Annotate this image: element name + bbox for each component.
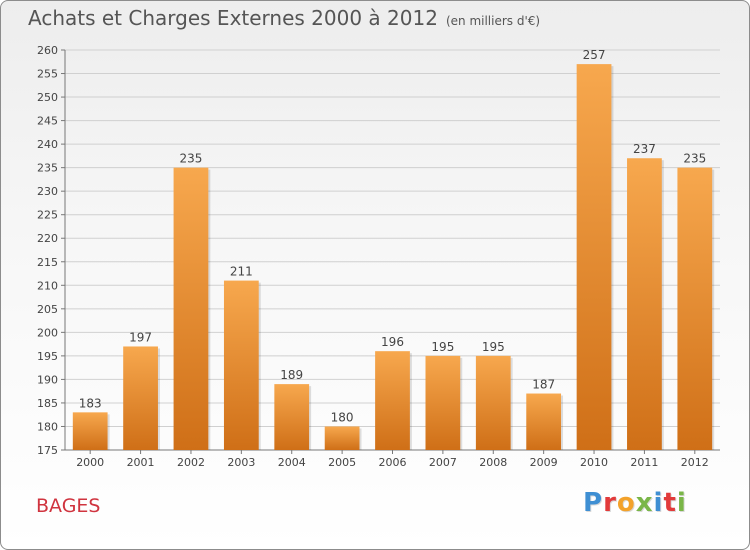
y-tick-label: 250 [37,91,58,104]
chart-subtitle: (en milliers d'€) [445,14,541,28]
logo-letter: P [583,488,604,518]
bar-2006 [375,351,410,450]
x-tick-label-2011: 2011 [630,456,658,469]
bar-2010 [576,64,612,450]
y-tick-label: 235 [37,162,58,175]
x-tick-label-2000: 2000 [76,456,104,469]
bar-2009 [526,393,562,450]
x-tick-label-2003: 2003 [227,456,255,469]
x-tick-label-2007: 2007 [429,456,457,469]
data-label-2005: 180 [331,410,354,424]
x-tick-label-2006: 2006 [379,456,407,469]
logo-letter: i [653,488,664,518]
y-tick-label: 190 [37,373,58,386]
data-label-2009: 187 [532,378,555,392]
y-tick-label: 200 [37,326,58,339]
logo-letter: r [603,488,617,518]
x-tick-label-2004: 2004 [278,456,306,469]
y-tick-label: 220 [37,232,58,245]
logo-letter: x [635,488,654,518]
y-tick-label: 260 [37,44,58,57]
data-label-2000: 183 [79,396,102,410]
bar-2012 [677,167,713,450]
bar-2002 [173,167,209,450]
x-tick-label-2005: 2005 [328,456,356,469]
x-tick-label-2012: 2012 [681,456,709,469]
proxiti-logo: Proxiti [583,488,687,518]
data-label-2011: 237 [633,142,656,156]
bar-2003 [223,280,259,450]
bar-2011 [627,158,662,450]
y-tick-label: 205 [37,303,58,316]
bar-2001 [123,346,158,450]
bar-2004 [274,384,310,450]
data-labels: 183 197 235 211 189 180 196 195 195 187 257 237 235 [79,48,707,424]
data-label-2004: 189 [280,368,303,382]
bar-2007 [425,355,461,450]
x-tick-label-2008: 2008 [479,456,507,469]
y-tick-label: 245 [37,115,58,128]
chart-title: Achats et Charges Externes 2000 à 2012 (e… [28,6,540,30]
data-label-2012: 235 [683,152,706,166]
data-label-2001: 197 [129,330,152,344]
y-tick-label: 225 [37,209,58,222]
bar-2000 [72,412,108,450]
data-label-2007: 195 [431,340,454,354]
data-label-2008: 195 [482,340,505,354]
y-tick-label: 195 [37,350,58,363]
bars [72,64,715,450]
bar-2005 [324,426,360,450]
logo-letter: i [676,488,687,518]
y-tick-label: 210 [37,279,58,292]
y-tick-label: 240 [37,138,58,151]
y-tick-label: 175 [37,444,58,457]
chart-title-text: Achats et Charges Externes 2000 à 2012 [28,6,438,30]
x-tick-label-2010: 2010 [580,456,608,469]
y-tick-label: 230 [37,185,58,198]
logo-letter: t [663,488,677,518]
x-tick-label-2002: 2002 [177,456,205,469]
data-label-2003: 211 [230,265,253,279]
y-tick-label: 255 [37,68,58,81]
x-tick-label-2009: 2009 [530,456,558,469]
data-label-2006: 196 [381,335,404,349]
y-tick-label: 215 [37,256,58,269]
bar-2008 [475,355,511,450]
commune-name: BAGES [36,495,101,517]
data-label-2002: 235 [180,152,203,166]
y-tick-label: 180 [37,420,58,433]
y-tick-label: 185 [37,397,58,410]
logo-letter: o [616,488,636,518]
data-label-2010: 257 [583,48,606,62]
x-tick-label-2001: 2001 [127,456,155,469]
